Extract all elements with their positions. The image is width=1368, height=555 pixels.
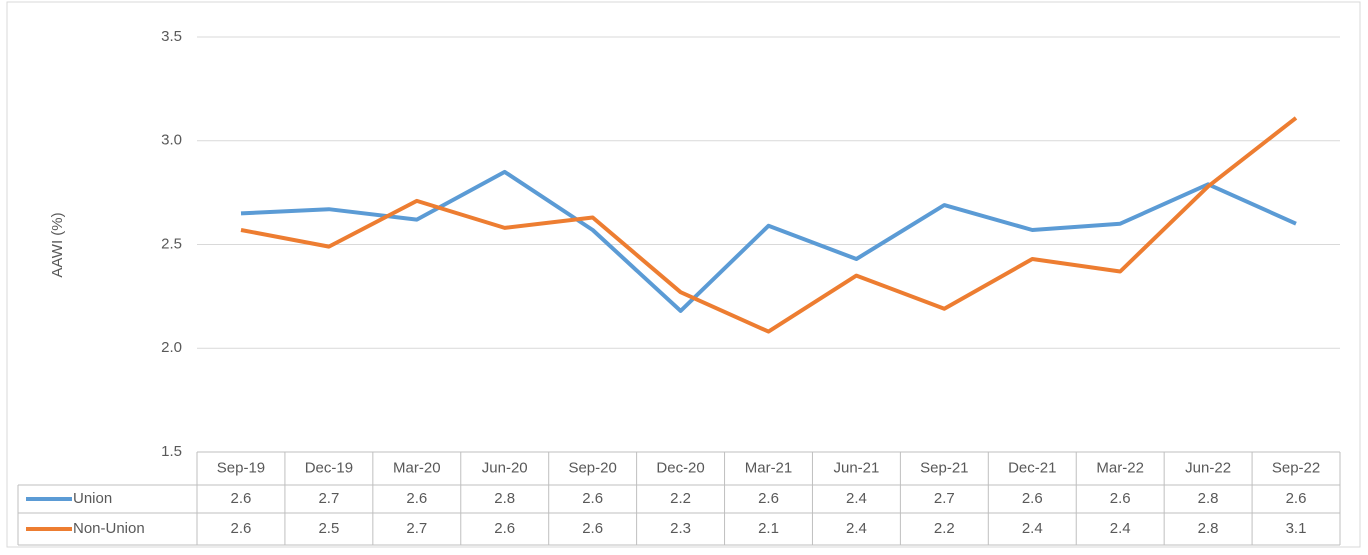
x-tick-label: Jun-22 (1185, 459, 1231, 476)
x-tick-label: Sep-22 (1272, 459, 1320, 476)
table-value: 2.4 (1022, 520, 1043, 537)
chart-border (6, 1, 1361, 548)
table-value: 3.1 (1286, 520, 1307, 537)
table-value: 2.4 (846, 520, 867, 537)
table-value: 2.3 (670, 520, 691, 537)
x-tick-label: Dec-20 (656, 459, 704, 476)
y-axis-title: AAWI (%) (49, 212, 66, 277)
series-line (240, 116, 1298, 334)
table-value: 2.8 (494, 490, 515, 507)
legend-label: Union (73, 490, 112, 507)
series-line (240, 169, 1297, 313)
table-value: 2.4 (846, 490, 867, 507)
table-value: 2.6 (1022, 490, 1043, 507)
x-tick-label: Jun-20 (482, 459, 528, 476)
legend-label: Non-Union (73, 520, 145, 537)
table-value: 2.7 (934, 490, 955, 507)
table-value: 2.6 (231, 520, 252, 537)
table-value: 2.6 (582, 520, 603, 537)
table-value: 2.6 (494, 520, 515, 537)
y-tick-label: 3.5 (161, 28, 182, 45)
table-value: 2.6 (758, 490, 779, 507)
x-tick-label: Sep-21 (920, 459, 968, 476)
table-value: 2.6 (1286, 490, 1307, 507)
table-value: 2.2 (670, 490, 691, 507)
x-tick-label: Mar-22 (1096, 459, 1144, 476)
x-tick-label: Dec-21 (1008, 459, 1056, 476)
table-value: 2.8 (1198, 520, 1219, 537)
table-value: 2.6 (406, 490, 427, 507)
x-tick-label: Jun-21 (833, 459, 879, 476)
table-value: 2.6 (1110, 490, 1131, 507)
table-value: 2.5 (318, 520, 339, 537)
table-value: 2.6 (231, 490, 252, 507)
table-value: 2.6 (582, 490, 603, 507)
y-tick-label: 3.0 (161, 132, 182, 149)
table-value: 2.4 (1110, 520, 1131, 537)
y-tick-label: 2.5 (161, 235, 182, 252)
y-tick-label: 1.5 (161, 443, 182, 460)
x-tick-label: Sep-20 (568, 459, 616, 476)
x-tick-label: Mar-21 (745, 459, 793, 476)
y-tick-label: 2.0 (161, 339, 182, 356)
table-value: 2.7 (406, 520, 427, 537)
x-tick-label: Dec-19 (305, 459, 353, 476)
x-tick-label: Mar-20 (393, 459, 441, 476)
x-tick-label: Sep-19 (217, 459, 265, 476)
table-value: 2.1 (758, 520, 779, 537)
table-value: 2.8 (1198, 490, 1219, 507)
table-value: 2.7 (318, 490, 339, 507)
table-value: 2.2 (934, 520, 955, 537)
